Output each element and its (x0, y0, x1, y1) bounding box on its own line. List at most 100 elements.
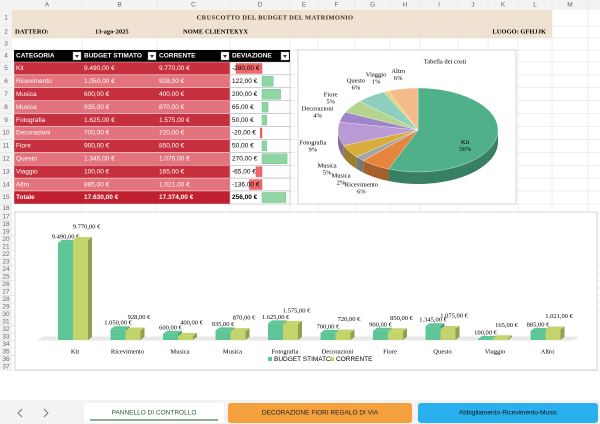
row-number: 14 (2, 181, 10, 188)
table-cell: 9.490,00 € (84, 65, 115, 72)
table-cell: Altro (16, 181, 30, 188)
bar (215, 330, 231, 340)
pie-label-name: Decorazioni (302, 106, 334, 113)
pie-label: Musica 5% (318, 163, 337, 177)
value-label: 1.625,00 € (262, 314, 290, 321)
deviation-data-bar (249, 179, 263, 190)
row-number: 17 (2, 213, 10, 220)
scroll-right[interactable] (43, 408, 49, 418)
sheet-tab[interactable] (418, 403, 598, 423)
bar-side (508, 335, 512, 340)
row-number: 30 (2, 311, 10, 318)
pie-label-value: 4% (313, 113, 322, 120)
filter-arrow (283, 55, 287, 58)
pie-slice (388, 87, 419, 131)
scroll-left[interactable] (17, 408, 23, 418)
date-value: 13-ago-2025 (95, 28, 129, 35)
client-label: NOME CLIENTE: (183, 28, 236, 35)
pie-label: Questo 6% (347, 78, 365, 92)
value-label: 850,00 € (390, 315, 414, 322)
value-label: 1.050,00 € (104, 320, 132, 327)
table-cell: 700,00 € (84, 130, 110, 137)
row-number: 33 (2, 333, 10, 340)
table-header: CORRENTE (159, 53, 196, 60)
bar-top (530, 327, 550, 331)
bar (230, 331, 246, 340)
pie-side (356, 156, 364, 173)
deviation-value: 50,00 € (232, 143, 254, 150)
legend-label: BUDGET STIMATO (274, 356, 331, 363)
value-label: 935,00 € (212, 321, 236, 328)
value-label: 400,00 € (180, 319, 204, 326)
column-letter: K (501, 2, 506, 9)
bar-side (403, 328, 407, 340)
table-cell: 935,00 € (84, 104, 110, 111)
bar (268, 323, 283, 340)
deviation-data-bar (261, 153, 288, 164)
table-cell: 1.575,00 € (159, 117, 190, 124)
row-number: 21 (2, 243, 10, 250)
deviation-data-bar (259, 127, 263, 139)
bar-top (425, 323, 445, 327)
table-header: CATEGORIA (16, 53, 55, 60)
filter-arrow (150, 55, 154, 58)
deviation-value: 50,00 € (232, 117, 254, 124)
pie-label: Kit 56% (459, 140, 472, 154)
bar (530, 330, 546, 340)
table-row-bg (13, 87, 231, 101)
pie-label-name: Fotografia (299, 140, 326, 147)
value-label: 1.075,00 € (440, 312, 468, 319)
value-label: 600,00 € (159, 324, 183, 331)
value-label: 928,00 € (128, 314, 152, 321)
legend-label: CORRENTE (336, 356, 373, 363)
sheet-tab-label[interactable]: PANNELLO DI CONTROLLO (112, 410, 197, 417)
deviation-value: 122,00 € (232, 78, 258, 85)
bar (110, 329, 126, 340)
row-number: 18 (2, 221, 10, 228)
pie-side (343, 145, 357, 169)
row-number: 29 (2, 303, 10, 310)
pie-label-name: Ricevimento (345, 182, 378, 189)
deviation-value: 65,00 € (232, 104, 254, 111)
table-cell: 600,00 € (84, 91, 110, 98)
date-label: DATTERO: (15, 28, 49, 35)
column-letter: E (302, 2, 307, 9)
row-number: 32 (2, 326, 10, 333)
sheet-tab-label[interactable]: Abbigliamento-Ricevimento-Music (459, 410, 558, 417)
table-header: DEVIAZIONE (232, 53, 272, 60)
bar (320, 332, 336, 340)
bar-top (73, 237, 92, 240)
table-cell: 720,00 € (159, 130, 185, 137)
client-value: XYX (234, 28, 248, 35)
sheet-tab[interactable] (228, 403, 412, 423)
value-label: 720,00 € (338, 316, 362, 323)
legend-swatch (268, 357, 272, 361)
table-cell: 1.021,00 € (159, 181, 190, 188)
column-letter: F (335, 2, 339, 9)
pie-label: Fotografia 9% (299, 140, 326, 154)
bar (545, 329, 561, 340)
table-cell: Musica (16, 104, 37, 111)
bar-side (455, 325, 460, 340)
deviation-data-bar (261, 101, 269, 113)
chart-area (14, 211, 598, 371)
deviation-data-bar (261, 89, 281, 100)
sheet-tab-label[interactable]: DECORAZIONE FIORI REGALO DI VIA (262, 410, 379, 417)
pie-label-value: 5% (326, 99, 335, 106)
x-tick-label: Ricevimento (111, 348, 144, 355)
deviation-data-bar (261, 76, 274, 87)
bar-top (493, 335, 512, 339)
table-cell: 928,00 € (159, 78, 185, 85)
value-label: 165,00 € (495, 322, 519, 329)
deviation-value: -20,00 € (232, 130, 256, 137)
deviation-data-bar (261, 140, 267, 151)
column-header-bar (0, 0, 600, 10)
pie-label-value: 6% (352, 85, 361, 92)
sheet-tab[interactable] (84, 403, 224, 423)
pie-label-name: Viaggio (366, 72, 387, 79)
table-cell: Musica (16, 91, 37, 98)
pie-label-value: 1% (372, 79, 381, 86)
legend-swatch (330, 357, 334, 361)
table-cell: Fotografia (16, 117, 46, 124)
